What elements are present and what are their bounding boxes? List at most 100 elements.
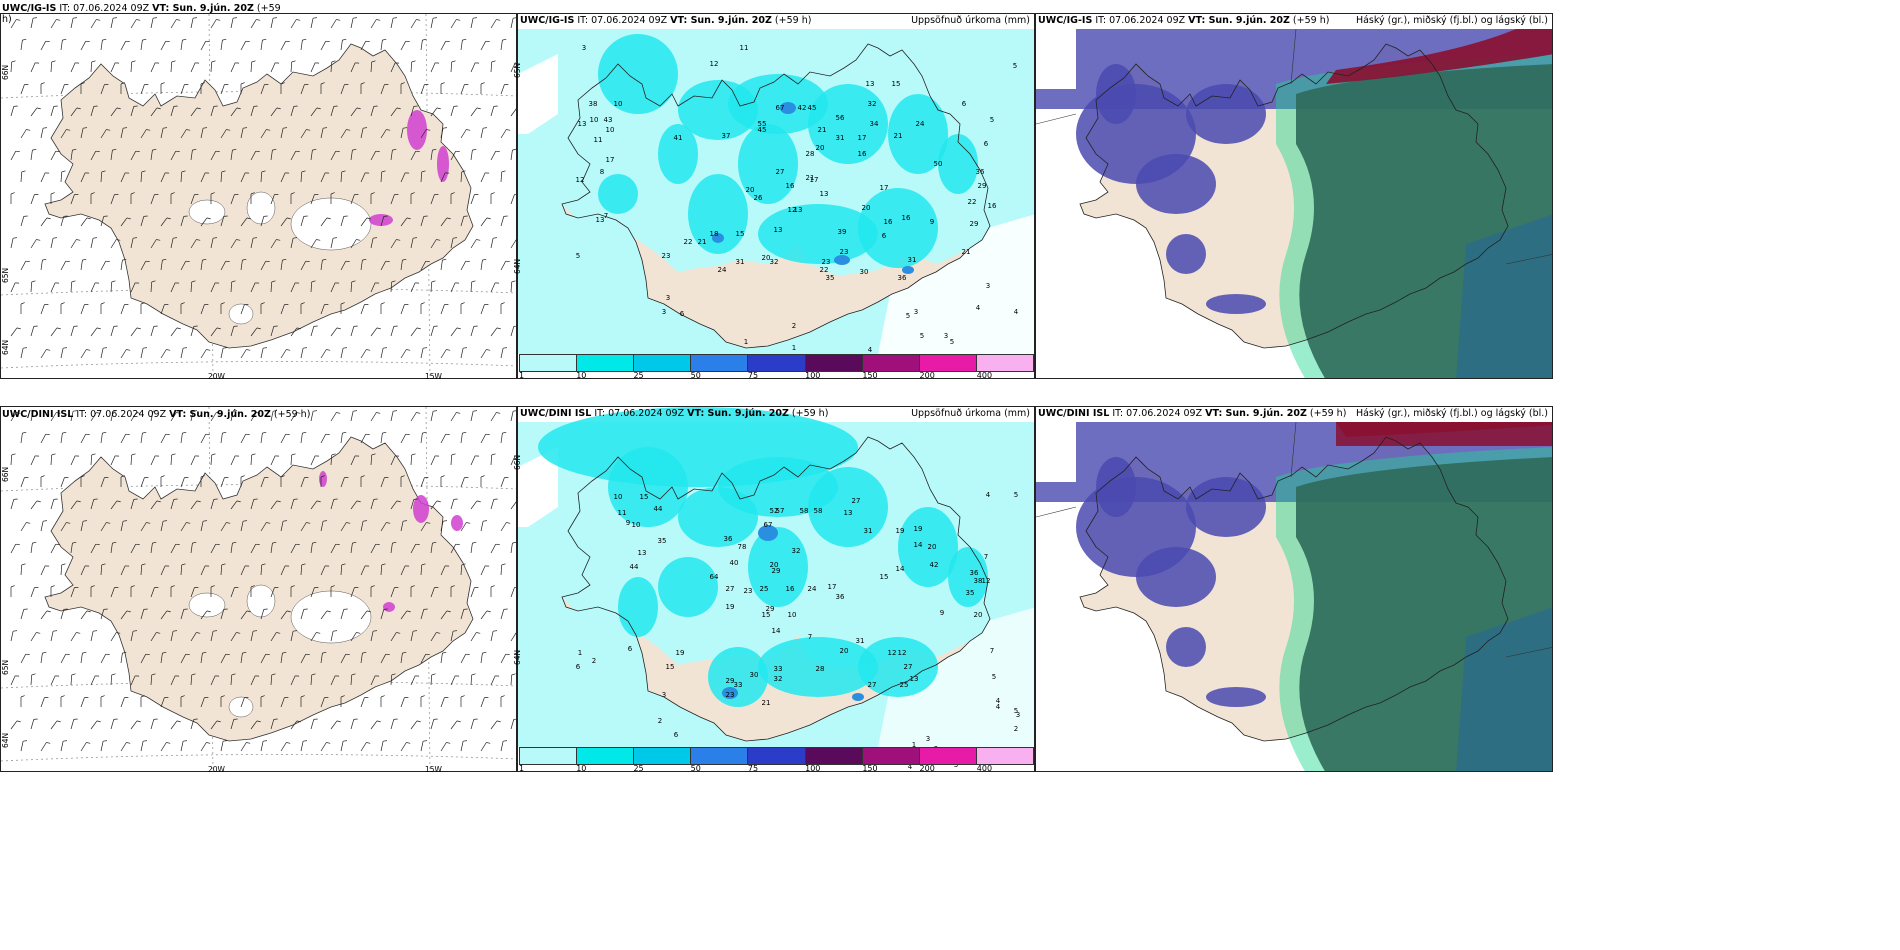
colorbar-label: 10 [576,764,587,772]
precip-value-label: 16 [786,585,795,593]
precip-value-label: 7 [808,633,812,641]
precip-value-label: 5 [992,673,996,681]
precip-value-label: 17 [858,134,867,142]
colorbar-segment [577,355,635,371]
precip-value-label: 29 [772,567,781,575]
wind-barbs [10,17,516,359]
colorbar-label: 10 [576,371,587,379]
colorbar-label: 100 [805,764,821,772]
precip-value-label: 20 [974,611,983,619]
precip-value-label: 16 [858,150,867,158]
precip-value-label: 3 [582,44,586,52]
precip-value-label: 6 [680,310,685,318]
precip-value-label: 27 [868,681,877,689]
precip-value-label: 13 [774,226,783,234]
precip-value-label: 29 [970,220,979,228]
precip-value-label: 13 [596,216,605,224]
precip-value-label: 32 [770,258,779,266]
precip-value-label: 29 [766,605,775,613]
precip-value-label: 31 [908,256,917,264]
precip-value-label: 32 [792,547,801,555]
precip-value-label: 27 [726,585,735,593]
precip-lat-label-top: 65N [513,62,522,78]
precip-value-label: 40 [730,559,739,567]
precip-value-label: 3 [926,735,930,743]
precip-value-label: 16 [988,202,997,210]
precip-value-label: 13 [844,509,853,517]
precip-value-label: 41 [674,134,683,142]
precip-value-label: 6 [984,140,989,148]
precip-value-label: 10 [614,493,623,501]
precip-value-label: 3 [666,294,670,302]
precip-map-subtitle-bottom: Uppsöfnuð úrkoma (mm) [911,408,1030,419]
precip-value-label: 10 [590,116,599,124]
precip-colorbar-bottom [519,747,1034,765]
wind-lon-label-20w-bottom: 20W [208,765,225,774]
wind-barbs [10,410,516,752]
precip-colorbar-labels-bottom: 1 10 25 50 75 100 150 200 400 [519,764,1034,772]
precip-value-label: 24 [808,585,817,593]
precip-value-label: 12 [576,176,585,184]
cloud-map-panel-top: UWC/IG-IS IT: 07.06.2024 09Z VT: Sun. 9.… [1035,13,1553,379]
precip-value-label: 11 [594,136,603,144]
colorbar-label: 100 [805,371,821,379]
precip-value-label: 8 [600,168,604,176]
precip-value-label: 9 [930,218,934,226]
precip-value-label: 1 [744,338,748,346]
precip-value-label: 43 [604,116,613,124]
precip-value-label: 5 [906,312,910,320]
precip-value-label: 4 [908,763,913,771]
precip-value-label: 28 [806,150,815,158]
precip-value-label: 21 [962,248,971,256]
precip-value-label: 67 [776,104,785,112]
precip-value-label: 12 [710,60,719,68]
precip-map-panel-top: 3 12 11 10 38 43 10 13 10 11 41 37 55 45 67 42 45 56 13 15 3… [517,13,1035,379]
precip-value-label: 10 [788,611,797,619]
precip-value-label: 21 [762,699,771,707]
precip-value-label: 6 [576,663,581,671]
precip-value-label: 4 [996,703,1001,711]
precip-colorbar-top [519,354,1034,372]
precip-value-label: 12 [982,577,991,585]
precip-value-label: 33 [774,665,783,673]
colorbar-segment [691,355,749,371]
colorbar-segment [691,748,749,764]
wind-map-panel-top [0,13,517,379]
precip-value-label: 22 [968,198,977,206]
wind-map-svg-top [1,14,516,378]
precip-value-label: 12 [898,649,907,657]
precip-value-label: 9 [940,609,944,617]
precip-value-label: 13 [638,549,647,557]
precip-value-label: 5 [950,338,954,346]
precip-value-label: 31 [856,637,865,645]
colorbar-segment [805,748,863,764]
precip-value-label: 25 [760,585,769,593]
precip-value-label: 31 [864,527,873,535]
precip-value-label: 15 [736,230,745,238]
colorbar-segment [748,355,806,371]
precip-value-label: 2 [1014,725,1018,733]
precip-value-label: 58 [800,507,809,515]
precip-value-label: 9 [626,519,630,527]
precip-value-label: 11 [740,44,749,52]
precip-value-label: 20 [746,186,755,194]
precip-value-label: 4 [868,346,873,354]
precip-value-label: 36 [898,274,907,282]
precip-value-label: 28 [816,665,825,673]
precip-value-label: 22 [820,266,829,274]
precip-value-label: 38 [589,100,598,108]
precip-value-label: 30 [750,671,759,679]
colorbar-segment [919,748,977,764]
precip-value-label: 2 [792,322,796,330]
wind-map-title-bottom: UWC/DINI ISL IT: 07.06.2024 09Z VT: Sun.… [2,409,311,420]
precip-value-label: 35 [826,274,835,282]
precip-value-label: 36 [724,535,733,543]
wind-map-svg-bottom [1,407,516,771]
precip-value-label: 4 [1014,308,1019,316]
precip-value-label: 13 [794,206,803,214]
precip-value-label: 19 [676,649,685,657]
colorbar-label: 200 [919,764,935,772]
precip-value-label: 1 [578,649,582,657]
wind-lat-label-65-top: 65N [1,267,10,283]
